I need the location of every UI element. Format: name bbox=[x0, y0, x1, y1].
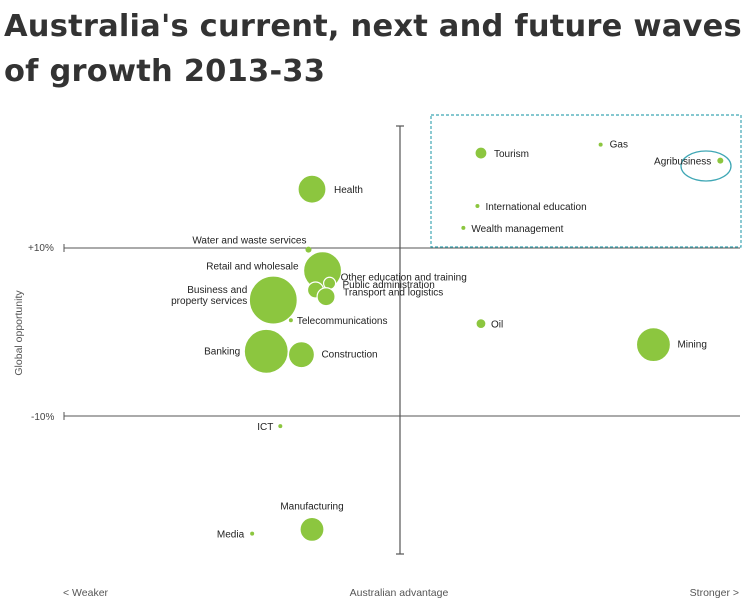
bubble-international-education bbox=[475, 204, 480, 208]
label-agribusiness: Agribusiness bbox=[654, 157, 711, 168]
bubble-manufacturing bbox=[299, 516, 325, 543]
bubble-telecommunications bbox=[288, 318, 293, 323]
bubble-oil bbox=[475, 318, 487, 330]
label-ict: ICT bbox=[257, 422, 273, 433]
label-public-administration: Public administration bbox=[343, 280, 435, 291]
label-water-and-waste-services: Water and waste services bbox=[192, 236, 306, 247]
point-labels: Health Water and waste services Retail and… bbox=[171, 140, 711, 541]
label-construction: Construction bbox=[321, 350, 377, 361]
x-axis-title: Australian advantage bbox=[350, 587, 449, 599]
bubble-water-and-waste-services bbox=[305, 246, 312, 253]
label-business-and-property-services: Business and bbox=[187, 285, 247, 296]
ytick-plus10: +10% bbox=[28, 243, 54, 254]
label-wealth-management: Wealth management bbox=[471, 224, 563, 235]
bubble-agribusiness bbox=[717, 157, 724, 164]
bubble-banking bbox=[243, 328, 289, 374]
bubble-ict bbox=[278, 424, 283, 429]
label-tourism: Tourism bbox=[494, 149, 529, 160]
label-oil: Oil bbox=[491, 320, 503, 331]
label-banking: Banking bbox=[204, 346, 240, 357]
label-manufacturing: Manufacturing bbox=[280, 501, 343, 512]
label-other-education-and-training: Other education and training bbox=[341, 272, 467, 283]
label-gas: Gas bbox=[610, 140, 628, 151]
label-retail-and-wholesale: Retail and wholesale bbox=[206, 262, 299, 273]
bubble-gas bbox=[598, 142, 603, 147]
label-media: Media bbox=[217, 530, 245, 541]
label-transport-and-logistics: Transport and logistics bbox=[343, 288, 443, 299]
bubble-construction bbox=[287, 341, 316, 369]
bubbles bbox=[243, 142, 724, 543]
bubble-tourism bbox=[474, 146, 488, 160]
bubble-mining bbox=[635, 327, 672, 363]
bubble-transport-and-logistics bbox=[316, 287, 336, 307]
x-axis-right-label: Stronger > bbox=[690, 587, 739, 599]
label-international-education: International education bbox=[485, 202, 586, 213]
bubble-health bbox=[297, 174, 327, 204]
x-axis-left-label: < Weaker bbox=[63, 587, 109, 599]
bubble-business-and-property-services bbox=[248, 275, 298, 325]
agribusiness-highlight-ring bbox=[680, 150, 732, 182]
label-business-and-property-services-line2: property services bbox=[171, 296, 247, 307]
label-health: Health bbox=[334, 185, 363, 196]
bubble-media bbox=[250, 531, 255, 536]
label-mining: Mining bbox=[677, 340, 706, 351]
label-telecommunications: Telecommunications bbox=[297, 316, 388, 327]
future-waves-box bbox=[430, 114, 742, 248]
ytick-minus10: -10% bbox=[31, 412, 54, 423]
y-axis-title: Global opportunity bbox=[13, 290, 25, 376]
page-title: Australia's current, next and future wav… bbox=[4, 9, 742, 89]
bubble-wealth-management bbox=[461, 225, 466, 230]
